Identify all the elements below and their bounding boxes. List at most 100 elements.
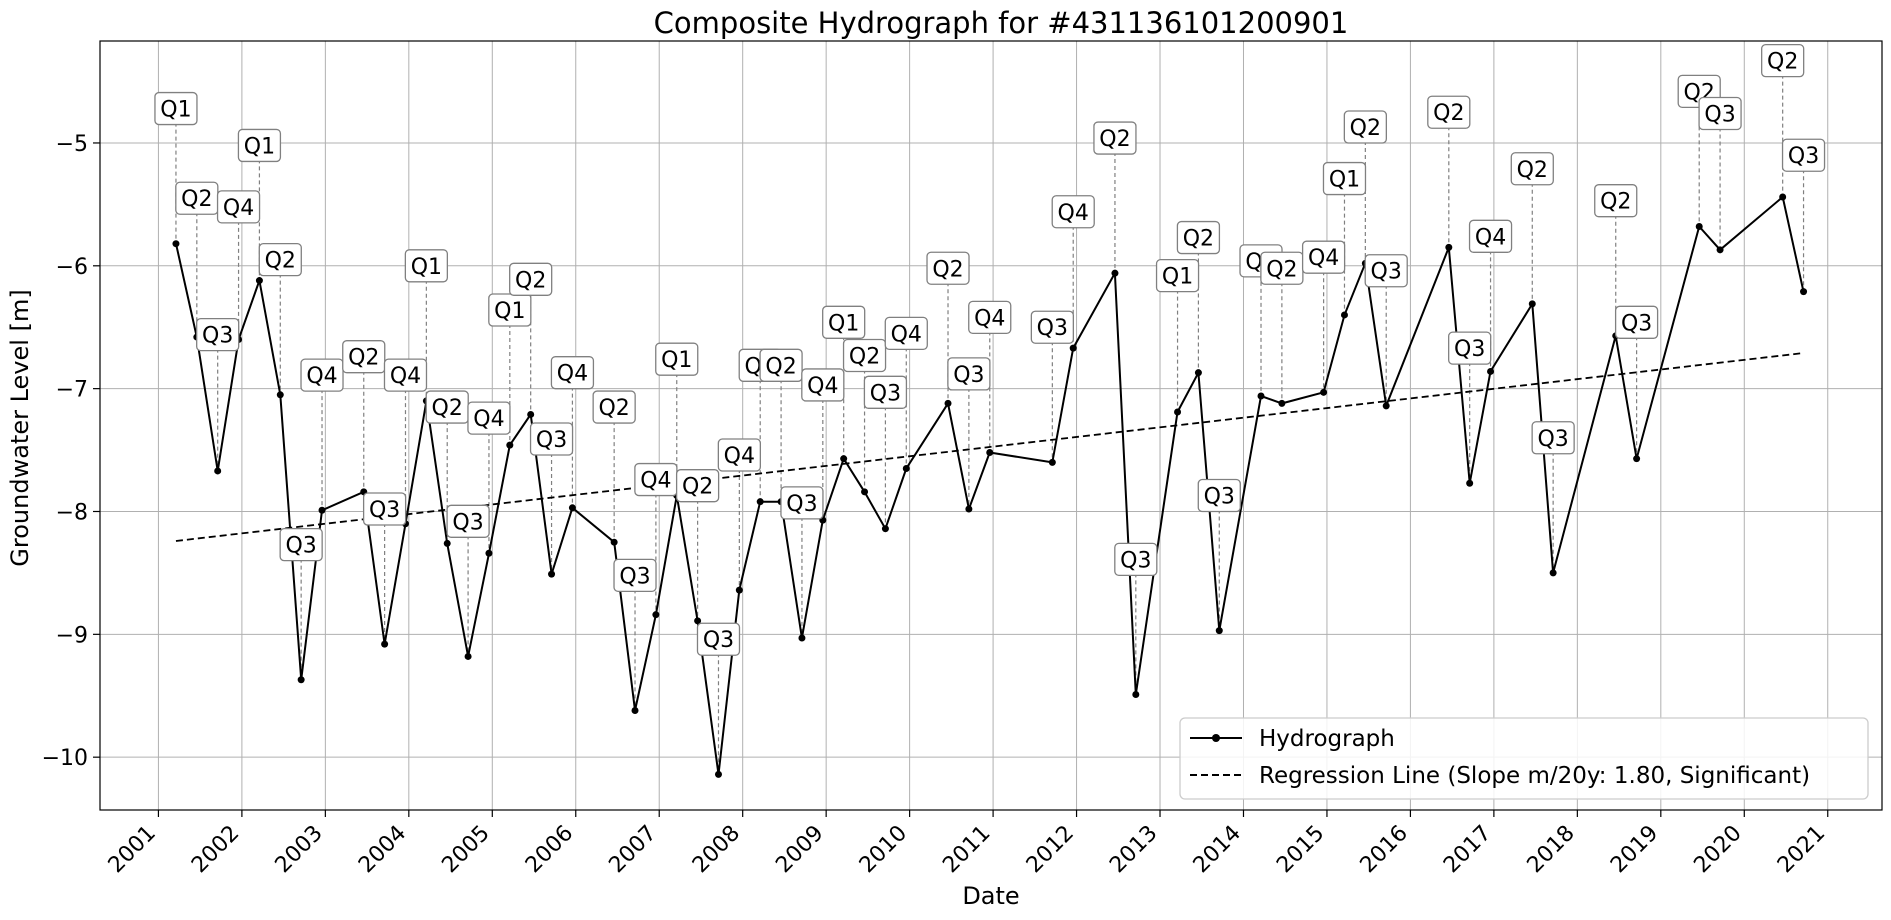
hydrograph-point <box>1320 388 1328 396</box>
quarter-label-box <box>613 558 657 593</box>
quarter-label-box <box>1468 219 1513 253</box>
quarter-label-box <box>300 358 344 392</box>
quarter-label-box <box>655 342 699 376</box>
quarter-label-box <box>1448 331 1492 365</box>
quarter-label-box <box>947 357 991 391</box>
quarter-label-text: Q2 <box>515 268 546 293</box>
hydrograph-point <box>464 652 472 660</box>
quarter-label: Q2 <box>1594 184 1638 218</box>
legend-hydrograph-marker <box>1212 734 1220 742</box>
quarter-label-text: Q3 <box>1788 144 1819 169</box>
quarter-label-text: Q3 <box>1204 485 1235 510</box>
quarter-label-box <box>1510 152 1554 186</box>
x-tick-label: 2020 <box>1689 821 1746 878</box>
quarter-label-box <box>1531 421 1575 455</box>
quarter-label-text: Q2 <box>1183 227 1214 252</box>
quarter-label-box <box>968 300 1012 335</box>
quarter-label-text: Q3 <box>202 324 233 349</box>
quarter-label-text: Q1 <box>828 311 859 336</box>
hydrograph-point <box>1069 344 1077 352</box>
hydrograph-point <box>172 240 180 248</box>
legend: Hydrograph Regression Line (Slope m/20y:… <box>1179 717 1869 800</box>
quarter-label: Q2 <box>675 469 720 503</box>
hydrograph-point <box>443 539 451 547</box>
quarter-label-text: Q3 <box>1120 548 1151 573</box>
x-tick-label: 2018 <box>1523 821 1580 878</box>
quarter-label: Q3 <box>196 317 240 352</box>
x-tick-label: 2011 <box>938 821 995 878</box>
quarter-label-text: Q2 <box>849 344 880 369</box>
quarter-label-box <box>1322 161 1367 196</box>
quarter-label-box <box>822 305 866 339</box>
hydrograph-point <box>881 525 889 533</box>
quarter-label: Q3 <box>446 504 490 538</box>
quarter-label: Q3 <box>780 486 824 520</box>
quarter-label: Q4 <box>383 358 428 392</box>
quarter-label-box <box>801 368 845 402</box>
hydrograph-point <box>1278 399 1286 407</box>
quarter-label: Q3 <box>863 375 908 409</box>
quarter-label-box <box>1594 184 1638 218</box>
x-tick-label: 2017 <box>1439 821 1496 878</box>
quarter-label: Q3 <box>1448 331 1492 365</box>
quarter-label: Q4 <box>467 401 511 435</box>
hydrograph-point <box>214 467 222 475</box>
quarter-label: Q2 <box>1343 110 1387 144</box>
quarter-label-text: Q4 <box>1308 246 1339 271</box>
quarter-label-text: Q4 <box>306 364 337 389</box>
quarter-label: Q4 <box>884 316 928 351</box>
quarter-label-text: Q3 <box>1621 311 1652 336</box>
plot-frame <box>99 40 1883 811</box>
quarter-label: Q3 <box>1197 478 1241 513</box>
y-tick-label: −7 <box>56 378 88 403</box>
quarter-label-text: Q4 <box>223 196 254 221</box>
hydrograph-point <box>735 586 743 594</box>
regression-line <box>175 352 1804 542</box>
quarter-label-box <box>1364 254 1408 288</box>
quarter-label-box <box>780 486 824 520</box>
legend-regression-label: Regression Line (Slope m/20y: 1.80, Sign… <box>1259 763 1810 789</box>
quarter-label-text: Q2 <box>598 396 629 421</box>
quarter-label: Q1 <box>1322 161 1367 196</box>
x-tick-label: 2004 <box>354 821 411 878</box>
quarter-label-box <box>1343 110 1387 144</box>
quarter-label-box <box>926 251 970 285</box>
hydrograph-point <box>1716 246 1724 254</box>
x-tick-label: 2015 <box>1272 821 1329 878</box>
quarter-label-box <box>216 190 261 224</box>
quarter-label-text: Q3 <box>1704 102 1735 127</box>
quarter-label: Q3 <box>1030 310 1074 344</box>
x-tick-label: 2013 <box>1105 821 1162 878</box>
quarter-label-box <box>1176 220 1221 255</box>
quarter-label-text: Q3 <box>953 363 984 388</box>
quarter-label-box <box>1155 258 1200 293</box>
quarter-label: Q3 <box>279 528 323 562</box>
x-axis-title: Date <box>962 882 1019 910</box>
quarter-label-text: Q3 <box>1454 337 1485 362</box>
quarter-label-box <box>675 469 720 503</box>
x-tick-label: 2007 <box>604 821 661 878</box>
quarter-label-text: Q3 <box>1371 260 1402 285</box>
quarter-label-box <box>509 262 553 296</box>
quarter-label: Q2 <box>509 262 553 296</box>
quarter-label-box <box>1761 44 1805 78</box>
quarter-label-box <box>258 243 302 277</box>
hydrograph-point <box>1215 627 1223 635</box>
quarter-label-box <box>404 249 449 283</box>
hydrograph-point <box>1445 243 1453 251</box>
quarter-label: Q2 <box>1093 121 1137 155</box>
quarter-label-text: Q1 <box>1162 265 1193 290</box>
quarter-label-text: Q2 <box>765 354 796 379</box>
quarter-label-text: Q4 <box>473 407 504 432</box>
quarter-label-text: Q1 <box>494 299 525 324</box>
quarter-label-text: Q4 <box>557 362 588 387</box>
hydrograph-point <box>1466 479 1474 487</box>
plot-area: Q1 Q2 Q3 Q4 Q1 Q2 Q3 Q4 Q2 Q3 Q4 Q1 Q2 Q3 Q4 Q1 Q2 Q3 Q4 Q2… <box>154 44 1826 778</box>
quarter-label: Q3 <box>1531 421 1575 455</box>
quarter-label-box <box>1301 240 1346 274</box>
quarter-label-text: Q4 <box>390 364 421 389</box>
hydrograph-point <box>1194 369 1202 377</box>
quarter-label-box <box>1093 121 1137 155</box>
hydrograph-point <box>1779 193 1787 201</box>
quarter-label: Q3 <box>613 558 657 593</box>
